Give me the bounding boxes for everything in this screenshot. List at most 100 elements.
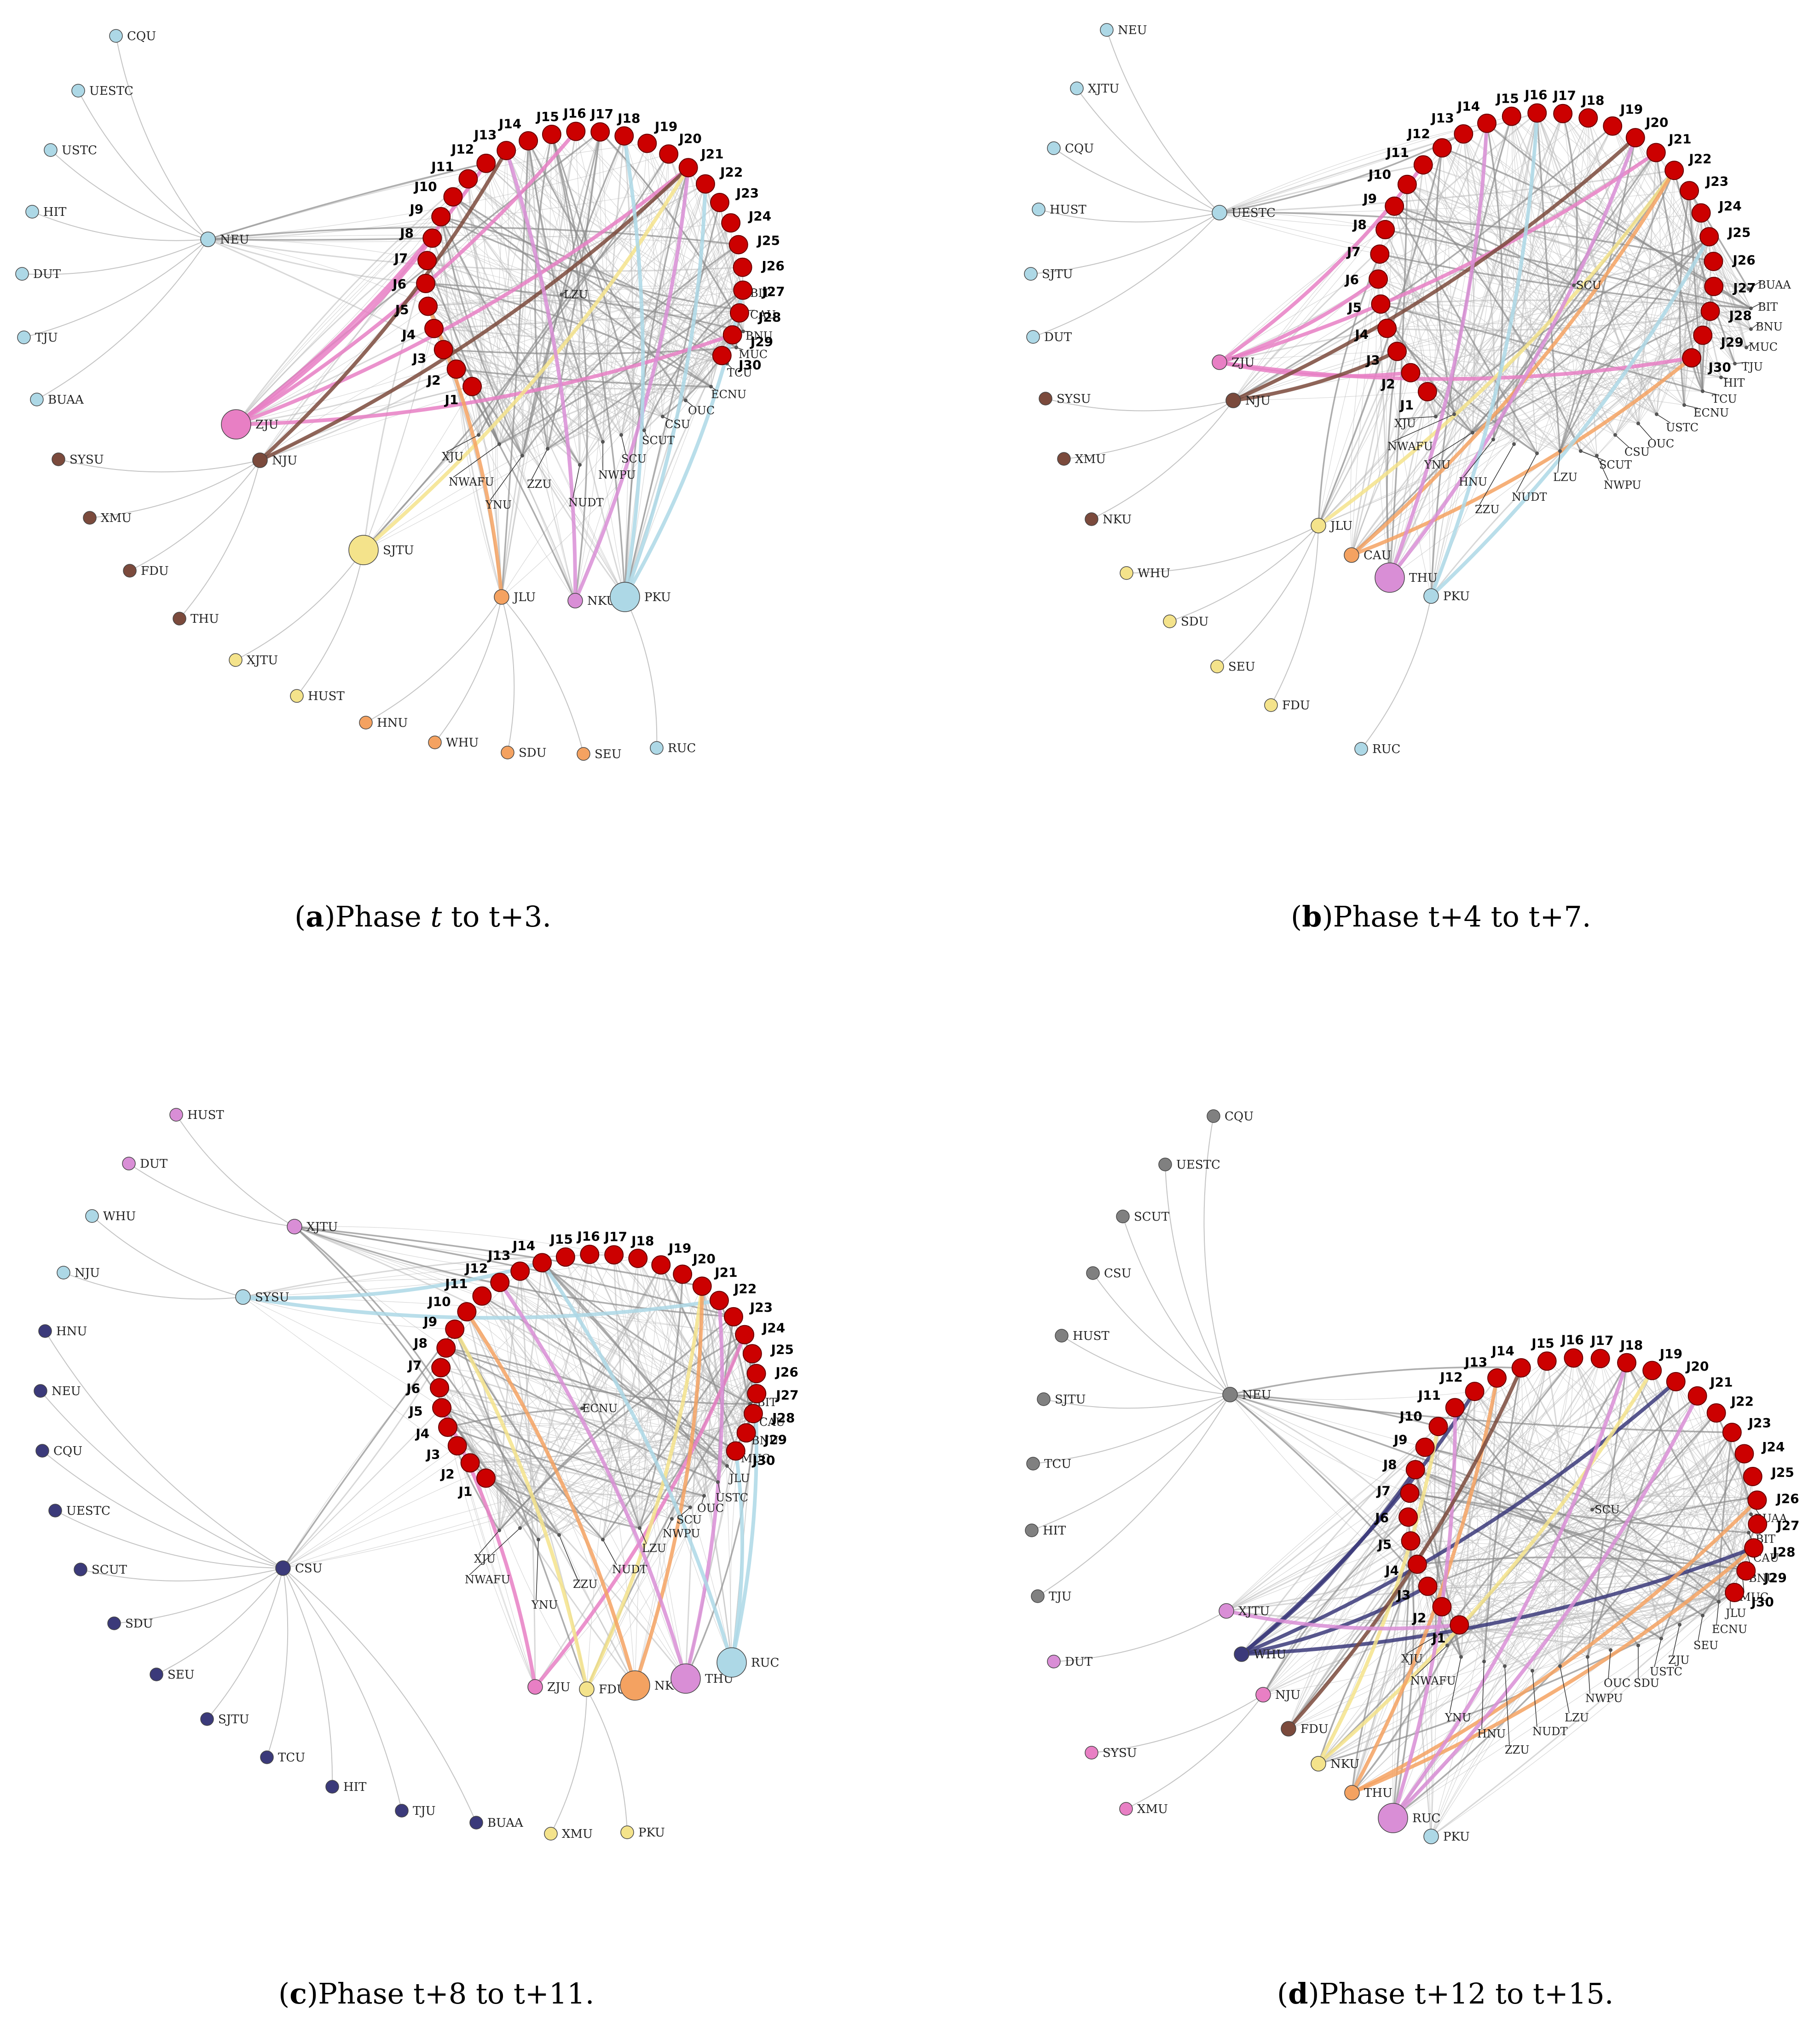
edge xyxy=(527,140,604,442)
label-ruc: RUC xyxy=(1372,742,1400,756)
highlight-edge xyxy=(1226,1609,1460,1631)
leader-line xyxy=(621,434,626,455)
node-dut xyxy=(1026,330,1040,344)
edge xyxy=(1378,278,1538,454)
edge xyxy=(294,1226,734,1318)
node-cqu xyxy=(1207,1109,1220,1123)
edge xyxy=(243,1258,638,1297)
edge xyxy=(1226,1426,1439,1611)
edge xyxy=(294,1226,703,1287)
edge xyxy=(457,1446,536,1687)
edge xyxy=(547,132,601,449)
node-xjtu xyxy=(229,653,243,667)
node-hit xyxy=(1025,1523,1039,1537)
node-seu xyxy=(1701,1614,1704,1617)
edge xyxy=(294,1226,736,1452)
edge xyxy=(1425,1446,1742,1570)
edge xyxy=(541,1262,751,1405)
edge xyxy=(644,223,731,431)
caption-b: (b)Phase t+4 to t+7. xyxy=(1291,900,1591,933)
edge xyxy=(1219,133,1464,214)
label-scut: SCUT xyxy=(92,1563,127,1577)
edge xyxy=(565,1257,751,1420)
edge xyxy=(1233,304,1381,401)
journal-label-j22: J22 xyxy=(719,165,743,180)
label-xju: XJU xyxy=(442,450,463,463)
node-scut xyxy=(1579,449,1583,453)
label-sysu: SYSU xyxy=(1103,1746,1137,1760)
journal-label-j5: J5 xyxy=(1347,300,1362,315)
node-fdu xyxy=(1281,1721,1296,1737)
edge xyxy=(1392,1432,1733,1819)
journal-label-j6: J6 xyxy=(1344,272,1359,287)
spoke-edge xyxy=(58,459,260,473)
label-ouc: OUC xyxy=(697,1502,724,1515)
label-ouc: OUC xyxy=(688,404,715,417)
journal-label-j27: J27 xyxy=(775,1388,798,1403)
journal-label-j8: J8 xyxy=(399,226,414,241)
node-seu xyxy=(1210,660,1224,673)
leader-line xyxy=(1702,391,1717,395)
edge xyxy=(452,196,622,435)
node-nudt xyxy=(601,1538,605,1541)
spoke-edge xyxy=(1091,1694,1264,1753)
journal-label-j28: J28 xyxy=(1772,1545,1795,1560)
label-ynu: YNU xyxy=(1424,458,1450,471)
journal-label-j29: J29 xyxy=(750,334,773,349)
edge xyxy=(456,369,502,597)
edge xyxy=(1226,1432,1732,1611)
journal-j11 xyxy=(1413,155,1433,175)
label-nju: NJU xyxy=(75,1266,100,1280)
node-csu xyxy=(1613,433,1617,437)
journal-label-j29: J29 xyxy=(1720,335,1743,350)
node-xmu xyxy=(83,511,97,525)
journal-label-j20: J20 xyxy=(1685,1359,1709,1374)
journal-label-j22: J22 xyxy=(733,1281,757,1297)
journal-j30 xyxy=(726,1441,745,1461)
spoke-edge xyxy=(1361,596,1432,749)
journal-label-j11: J11 xyxy=(1417,1388,1441,1403)
edge xyxy=(1718,1432,1733,1602)
label-jlu: JLU xyxy=(728,1472,750,1485)
edge xyxy=(547,167,689,449)
journal-j13 xyxy=(497,141,516,161)
label-fdu: FDU xyxy=(1300,1722,1329,1736)
edge xyxy=(1351,165,1424,556)
label-dut: DUT xyxy=(1065,1655,1093,1669)
edge xyxy=(1288,1454,1745,1729)
leader-line xyxy=(1405,1636,1436,1655)
journal-label-j20: J20 xyxy=(1645,115,1668,130)
leader-line xyxy=(446,434,479,452)
label-seu: SEU xyxy=(168,1668,195,1682)
journal-j1 xyxy=(1450,1615,1469,1635)
highlight-edge xyxy=(730,1450,744,1663)
node-nju xyxy=(252,452,268,468)
node-hust xyxy=(1032,203,1046,216)
label-dut: DUT xyxy=(140,1157,168,1171)
node-cqu xyxy=(109,29,123,43)
journal-j10 xyxy=(1428,1417,1448,1436)
journal-label-j17: J17 xyxy=(604,1229,627,1245)
edge xyxy=(1431,118,1589,597)
node-fdu xyxy=(579,1681,595,1697)
nodes: CQU UESTC USTC HIT DUT TJU BUAA SYSU XMU FDU THU XJ… xyxy=(15,29,785,761)
label-zzu: ZZU xyxy=(573,1578,598,1591)
node-nju xyxy=(57,1266,70,1280)
edge xyxy=(1233,152,1657,401)
label-ustc: USTC xyxy=(1666,421,1699,434)
edge xyxy=(519,1264,662,1529)
label-muc: MUC xyxy=(1739,1591,1768,1604)
journal-j1 xyxy=(462,376,482,396)
label-ustc: USTC xyxy=(62,144,97,157)
edge xyxy=(1233,125,1613,401)
edge xyxy=(599,132,622,435)
edge xyxy=(1431,113,1563,597)
node-bnu xyxy=(741,330,745,333)
caption-d: (d)Phase t+12 to t+15. xyxy=(1277,1977,1614,2010)
label-nudt: NUDT xyxy=(1532,1725,1567,1738)
journal-label-j21: J21 xyxy=(1668,131,1691,146)
journal-label-j14: J14 xyxy=(512,1238,535,1253)
edge xyxy=(1392,1547,1754,1819)
edge xyxy=(499,151,509,445)
journal-label-j17: J17 xyxy=(1553,88,1576,103)
